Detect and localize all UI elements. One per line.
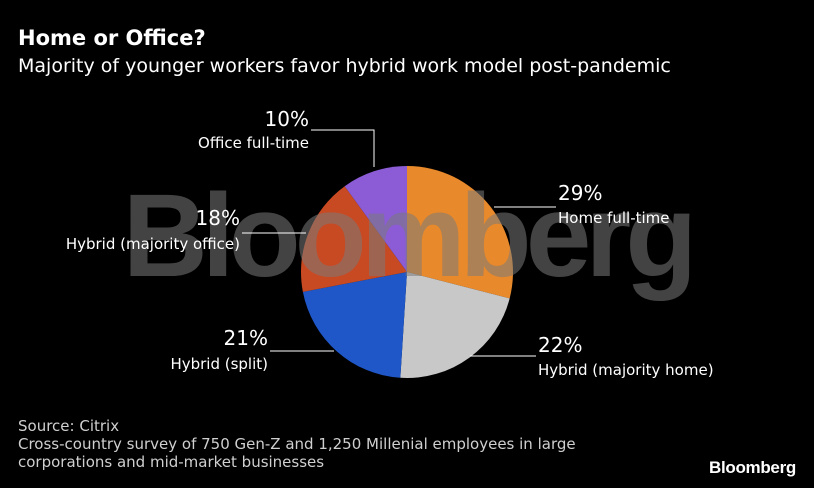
bloomberg-watermark: Bloomberg bbox=[123, 170, 692, 302]
chart-title: Home or Office? bbox=[18, 26, 206, 50]
pie-slice-office-full-time bbox=[344, 166, 407, 272]
pie-slice-home-full-time bbox=[407, 166, 513, 299]
leader-line bbox=[311, 129, 375, 167]
chart-subtitle: Majority of younger workers favor hybrid… bbox=[18, 55, 671, 77]
slice-value-label: 18% bbox=[196, 206, 240, 230]
source-note: Source: Citrix Cross-country survey of 7… bbox=[18, 417, 576, 471]
pie-slice-hybrid-majority-home bbox=[400, 272, 510, 378]
slice-category-label: Office full-time bbox=[198, 134, 309, 152]
slice-value-label: 21% bbox=[224, 326, 268, 350]
source-description-line: Cross-country survey of 750 Gen-Z and 1,… bbox=[18, 435, 576, 453]
pie-slice-hybrid-split bbox=[302, 272, 407, 378]
slice-category-label: Hybrid (majority office) bbox=[66, 235, 240, 253]
source-line: Source: Citrix bbox=[18, 417, 120, 435]
pie-labels: 29% Home full-time 22% Hybrid (majority hom… bbox=[66, 107, 714, 379]
slice-value-label: 22% bbox=[538, 333, 582, 357]
slice-category-label: Hybrid (majority home) bbox=[538, 361, 714, 379]
slice-value-label: 10% bbox=[265, 107, 309, 131]
pie-slices bbox=[301, 166, 513, 378]
bloomberg-logo: Bloomberg bbox=[708, 458, 796, 477]
slice-category-label: Home full-time bbox=[558, 209, 670, 227]
pie-slice-hybrid-majority-office bbox=[301, 186, 407, 292]
source-description-line: corporations and mid-market businesses bbox=[18, 453, 325, 471]
slice-value-label: 29% bbox=[558, 181, 602, 205]
slice-category-label: Hybrid (split) bbox=[170, 355, 268, 373]
